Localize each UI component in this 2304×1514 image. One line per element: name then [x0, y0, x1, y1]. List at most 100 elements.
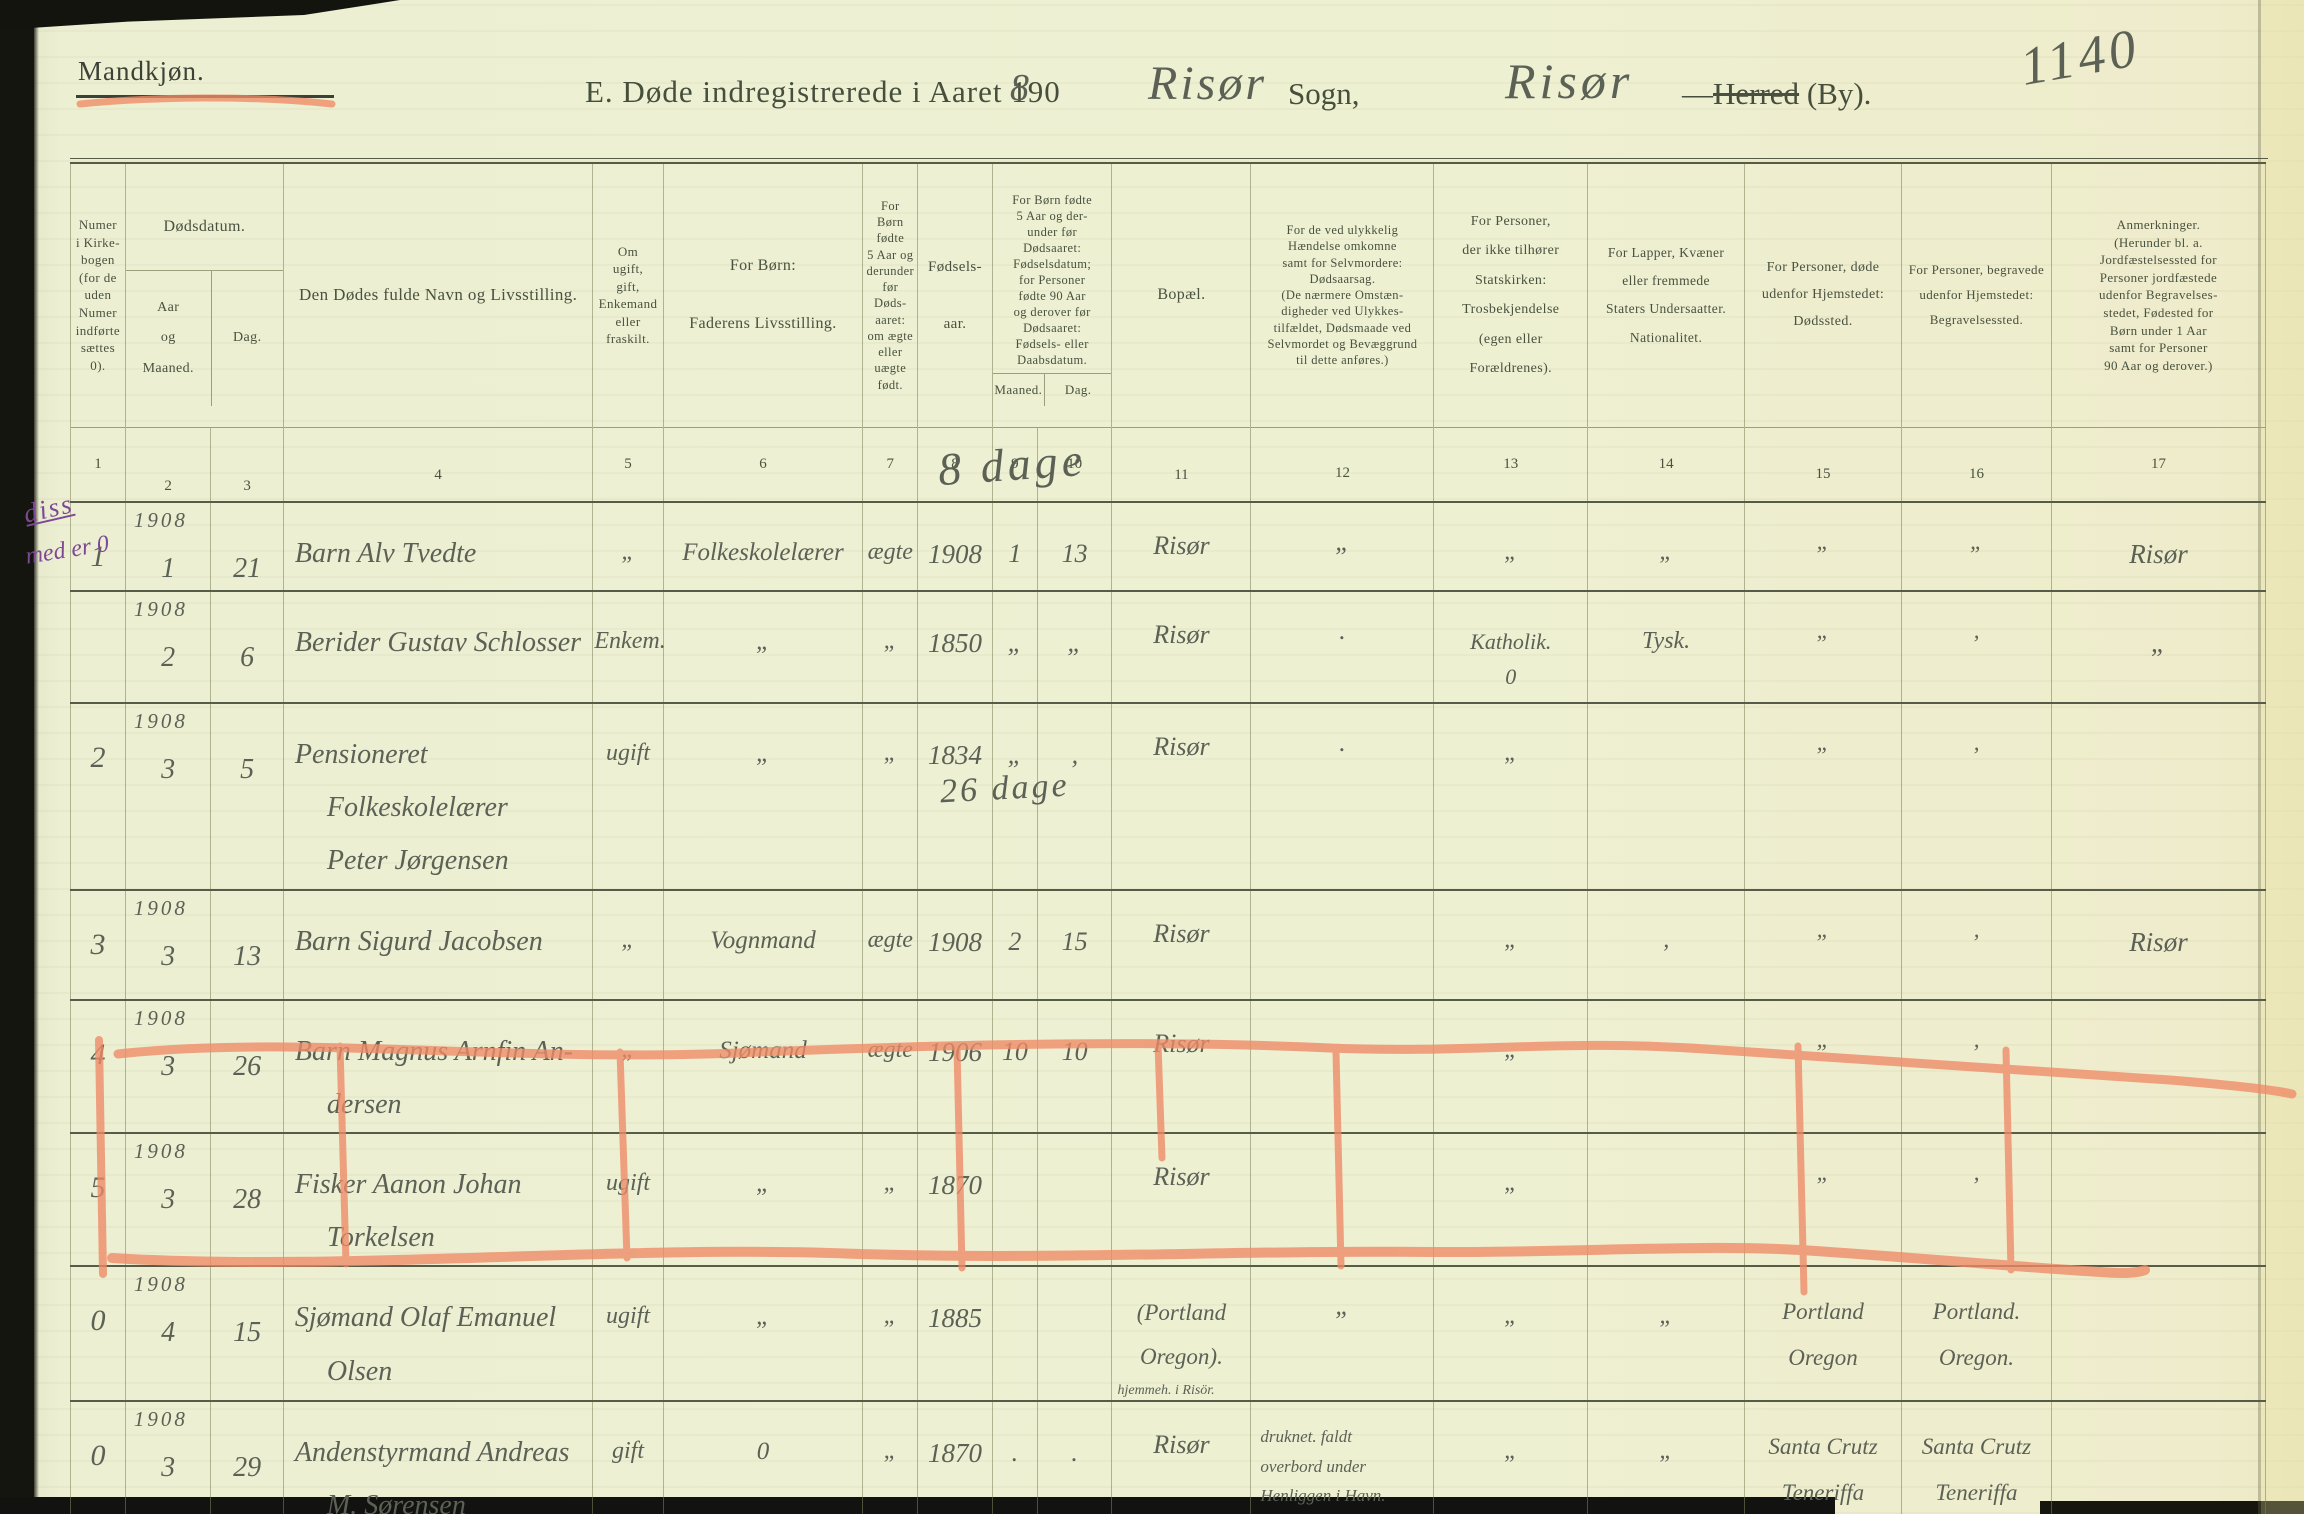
cell-value: 3	[161, 1451, 176, 1483]
column-number-9: 9	[991, 426, 1038, 502]
header-year-month: Aar og Maaned.	[126, 271, 212, 407]
cell-value: Santa Crutz Teneriffa	[1768, 1433, 1878, 1505]
age-note-8-days: 8 dage	[936, 433, 1088, 496]
cell-r4-c17: Risør	[2050, 889, 2266, 1000]
cell-r8-c12: druknet. faldt overbord under Henliggen …	[1250, 1400, 1434, 1514]
residence-note: hjemmeh. i Risör.	[1117, 1382, 1215, 1398]
cell-r7-c12: „	[1250, 1266, 1434, 1401]
cell-value: Risør	[1153, 918, 1210, 948]
cell-r1-c10: 13	[1036, 501, 1112, 592]
header-day: Dag.	[233, 330, 262, 346]
cell-r4-c4: Barn Sigurd Jacobsen	[282, 889, 593, 1000]
cell-value: 3	[161, 1184, 176, 1216]
death-year: 1908	[133, 507, 188, 532]
cell-value: „	[1504, 740, 1518, 767]
cell-value: Berider Gustav Schlosser	[294, 627, 582, 659]
cell-value: „	[621, 1036, 635, 1063]
header-death-date-group: Dødsdatum. Aar og Maaned. Dag.	[124, 163, 284, 427]
cell-r3-c12: .	[1250, 703, 1434, 890]
cell-value: 1908	[928, 926, 983, 957]
margin-note-purple: diss med er 0	[21, 482, 112, 571]
cell-r1-c17: Risør	[2050, 501, 2266, 592]
death-year: 1908	[133, 1272, 188, 1297]
cell-value: „	[1335, 526, 1350, 556]
cell-r4-c15: „	[1744, 889, 1902, 1000]
cell-value: „	[1816, 1026, 1830, 1052]
title-printed: E. Døde indregistrerede i Aaret 190	[585, 74, 1061, 109]
cell-r4-c3: 13	[210, 889, 284, 1000]
cell-value: 10	[1001, 1036, 1028, 1066]
cell-r1-c8: 1908	[917, 501, 993, 592]
cell-value: 26	[233, 1050, 262, 1082]
column-number-1: 1	[70, 426, 126, 502]
cell-value: „	[1504, 1170, 1518, 1197]
cell-r1-c7: ægte	[862, 501, 918, 592]
cell-r4-c16: ‚	[1900, 889, 2052, 1000]
cell-value: 2	[90, 741, 106, 775]
cell-r7-c17	[2050, 1266, 2266, 1401]
cell-value: „	[1007, 740, 1023, 770]
cell-r3-c4: Pensioneret Folkeskolelærer Peter Jørgen…	[282, 703, 593, 890]
cell-r4-c10: 15	[1036, 889, 1112, 1000]
column-number-4: 4	[282, 426, 593, 502]
cell-r5-c7: ægte	[862, 999, 918, 1134]
header-birth-month: Maaned.	[993, 374, 1045, 407]
cell-value: Andenstyrmand Andreas M. Sørensen	[294, 1436, 570, 1514]
cell-r6-c12	[1250, 1133, 1434, 1267]
cell-value: „	[1504, 1303, 1518, 1330]
cell-r7-c3: 15	[210, 1266, 284, 1401]
cell-value: „	[883, 1303, 897, 1330]
cell-r5-c1: 4	[70, 999, 126, 1134]
column-number-6: 6	[662, 426, 863, 502]
cell-value: ugift	[606, 1303, 651, 1330]
cell-r6-c3: 28	[210, 1133, 284, 1267]
cell-r3-c1: 2	[70, 703, 126, 890]
cell-value: 1	[161, 552, 176, 584]
cell-value: Sjømand Olaf Emanuel Olsen	[294, 1302, 557, 1387]
cell-r5-c13: „	[1433, 999, 1588, 1134]
cell-value: .	[1011, 1437, 1019, 1467]
cell-r6-c1: 5	[70, 1133, 126, 1267]
column-number-2: 2	[124, 426, 211, 502]
cell-r8-c4: Andenstyrmand Andreas M. Sørensen	[282, 1400, 593, 1514]
cell-r5-c8: 1906	[917, 999, 993, 1134]
cell-r8-c7: „	[862, 1400, 918, 1514]
header-marital-status: Om ugift, gift, Enkemand eller fraskilt.	[592, 163, 664, 427]
cell-value: ægte	[867, 538, 913, 565]
cell-r5-c17	[2050, 999, 2266, 1134]
cell-value: .	[1339, 728, 1346, 758]
cell-r8-c16: Santa Crutz Teneriffa	[1900, 1400, 2052, 1514]
cell-value: Folkeskolelærer	[682, 538, 844, 566]
column-number-13: 13	[1433, 426, 1588, 502]
cell-r3-c3: 5	[210, 703, 284, 890]
column-number-16: 16	[1900, 426, 2052, 502]
cell-r3-c7: „	[862, 703, 918, 890]
header-remarks: Anmerkninger. (Herunder bl. a. Jordfæste…	[2050, 163, 2266, 427]
cell-r2-c2: 1908 2	[124, 591, 211, 704]
cell-r7-c16: Portland. Oregon.	[1900, 1266, 2052, 1401]
cell-r8-c15: Santa Crutz Teneriffa	[1744, 1400, 1902, 1514]
cell-value: 2	[161, 642, 176, 674]
cell-r6-c13: „	[1433, 1133, 1588, 1267]
cell-r6-c16: ‚	[1900, 1133, 2052, 1267]
cell-value: 21	[233, 552, 262, 584]
parish-name-handwritten: Risør	[1148, 57, 1268, 110]
cell-r2-c10: „	[1036, 591, 1112, 704]
column-number-14: 14	[1587, 426, 1745, 502]
cell-r5-c12	[1250, 999, 1434, 1134]
death-year: 1908	[133, 1005, 188, 1030]
district-dash: —	[1682, 76, 1713, 111]
cell-value: 4	[161, 1317, 176, 1349]
header-cause-of-death: For de ved ulykkelig Hændelse omkomne sa…	[1250, 163, 1434, 427]
cell-value: gift	[612, 1437, 645, 1464]
cell-r4-c12	[1250, 889, 1434, 1000]
cell-r8-c13: „	[1433, 1400, 1588, 1514]
cell-value: 1885	[928, 1303, 983, 1334]
cell-r2-c7: „	[862, 591, 918, 704]
cell-r7-c7: „	[862, 1266, 918, 1401]
cell-value: 13	[233, 940, 262, 972]
cell-value: Portland Oregon	[1782, 1299, 1864, 1371]
cell-value: „	[2150, 628, 2166, 659]
cell-value: 15	[1061, 926, 1088, 956]
cell-value: „	[1970, 528, 1983, 554]
